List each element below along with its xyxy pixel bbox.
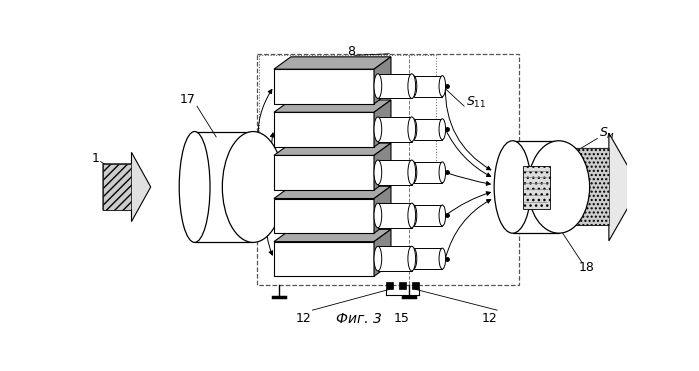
Polygon shape (378, 74, 412, 98)
Polygon shape (414, 162, 442, 183)
Ellipse shape (408, 160, 416, 185)
Polygon shape (274, 100, 391, 112)
Text: 15: 15 (394, 312, 410, 325)
FancyArrowPatch shape (445, 129, 491, 177)
Text: 17: 17 (180, 93, 196, 106)
Text: 1: 1 (92, 152, 99, 165)
Ellipse shape (408, 203, 416, 228)
Polygon shape (414, 248, 442, 269)
Ellipse shape (374, 74, 382, 98)
Polygon shape (274, 69, 374, 104)
Polygon shape (194, 132, 253, 242)
Bar (386, 282, 394, 289)
Polygon shape (414, 119, 442, 140)
Text: $S_{11}$: $S_{11}$ (466, 95, 487, 110)
Polygon shape (374, 57, 391, 104)
Bar (259, 55, 435, 170)
Polygon shape (374, 100, 391, 147)
FancyArrowPatch shape (445, 200, 491, 259)
Ellipse shape (439, 205, 445, 226)
Ellipse shape (408, 246, 416, 271)
Text: 18: 18 (579, 261, 594, 274)
Polygon shape (374, 186, 391, 233)
Bar (523, 166, 549, 209)
Polygon shape (274, 242, 374, 276)
Text: $S_{м}$: $S_{м}$ (278, 249, 292, 262)
Bar (412, 282, 419, 289)
Polygon shape (274, 57, 391, 69)
Polygon shape (378, 160, 412, 185)
Ellipse shape (410, 119, 417, 140)
Polygon shape (378, 203, 412, 228)
Ellipse shape (222, 132, 284, 242)
Polygon shape (414, 76, 442, 96)
Polygon shape (378, 117, 412, 142)
FancyArrowPatch shape (276, 175, 284, 187)
FancyArrowPatch shape (273, 187, 284, 211)
Polygon shape (512, 141, 559, 233)
Polygon shape (274, 155, 374, 190)
Ellipse shape (410, 205, 417, 226)
Ellipse shape (408, 117, 416, 142)
Polygon shape (274, 143, 391, 155)
Text: 11: 11 (316, 252, 332, 265)
Text: 8: 8 (347, 45, 355, 58)
Polygon shape (570, 133, 640, 241)
Ellipse shape (374, 117, 382, 142)
Polygon shape (274, 112, 374, 147)
Text: $S_{м}$: $S_{м}$ (599, 125, 615, 141)
Polygon shape (274, 229, 391, 242)
Ellipse shape (374, 246, 382, 271)
Ellipse shape (494, 141, 531, 233)
Ellipse shape (439, 162, 445, 183)
Polygon shape (103, 152, 151, 221)
FancyArrowPatch shape (445, 173, 490, 186)
FancyArrowPatch shape (267, 187, 284, 255)
FancyArrowPatch shape (258, 89, 284, 187)
Ellipse shape (439, 76, 445, 96)
Text: 12: 12 (482, 312, 498, 325)
Polygon shape (374, 143, 391, 190)
Ellipse shape (410, 162, 417, 183)
Polygon shape (374, 229, 391, 276)
Ellipse shape (528, 141, 590, 233)
Polygon shape (378, 246, 412, 271)
Ellipse shape (439, 248, 445, 269)
Bar (570, 148, 609, 226)
Bar (103, 164, 131, 210)
Text: Фиг. 3: Фиг. 3 (336, 312, 382, 326)
Polygon shape (414, 205, 442, 226)
Polygon shape (274, 198, 374, 233)
Text: 12: 12 (295, 312, 311, 325)
Ellipse shape (408, 74, 416, 98)
Bar (257, 54, 519, 285)
FancyArrowPatch shape (445, 192, 491, 216)
Ellipse shape (410, 248, 417, 269)
Polygon shape (274, 186, 391, 198)
Ellipse shape (410, 76, 417, 96)
Ellipse shape (374, 160, 382, 185)
Bar (398, 282, 406, 289)
FancyArrowPatch shape (445, 86, 491, 170)
Ellipse shape (374, 203, 382, 228)
FancyArrowPatch shape (271, 133, 284, 187)
Ellipse shape (179, 132, 210, 242)
Ellipse shape (439, 119, 445, 140)
